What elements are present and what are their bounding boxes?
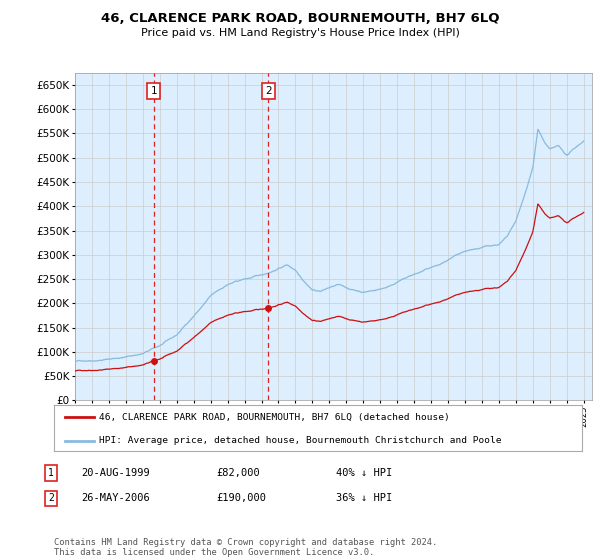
Text: 36% ↓ HPI: 36% ↓ HPI	[336, 493, 392, 503]
Text: £190,000: £190,000	[216, 493, 266, 503]
Text: £82,000: £82,000	[216, 468, 260, 478]
Text: Price paid vs. HM Land Registry's House Price Index (HPI): Price paid vs. HM Land Registry's House …	[140, 28, 460, 38]
Text: 20-AUG-1999: 20-AUG-1999	[81, 468, 150, 478]
Text: 26-MAY-2006: 26-MAY-2006	[81, 493, 150, 503]
Text: 1: 1	[151, 86, 157, 96]
Text: 2: 2	[265, 86, 272, 96]
Text: 1: 1	[48, 468, 54, 478]
Text: Contains HM Land Registry data © Crown copyright and database right 2024.
This d: Contains HM Land Registry data © Crown c…	[54, 538, 437, 557]
Text: 46, CLARENCE PARK ROAD, BOURNEMOUTH, BH7 6LQ: 46, CLARENCE PARK ROAD, BOURNEMOUTH, BH7…	[101, 12, 499, 25]
Text: 40% ↓ HPI: 40% ↓ HPI	[336, 468, 392, 478]
Text: 46, CLARENCE PARK ROAD, BOURNEMOUTH, BH7 6LQ (detached house): 46, CLARENCE PARK ROAD, BOURNEMOUTH, BH7…	[99, 413, 449, 422]
Text: 2: 2	[48, 493, 54, 503]
Text: HPI: Average price, detached house, Bournemouth Christchurch and Poole: HPI: Average price, detached house, Bour…	[99, 436, 502, 445]
